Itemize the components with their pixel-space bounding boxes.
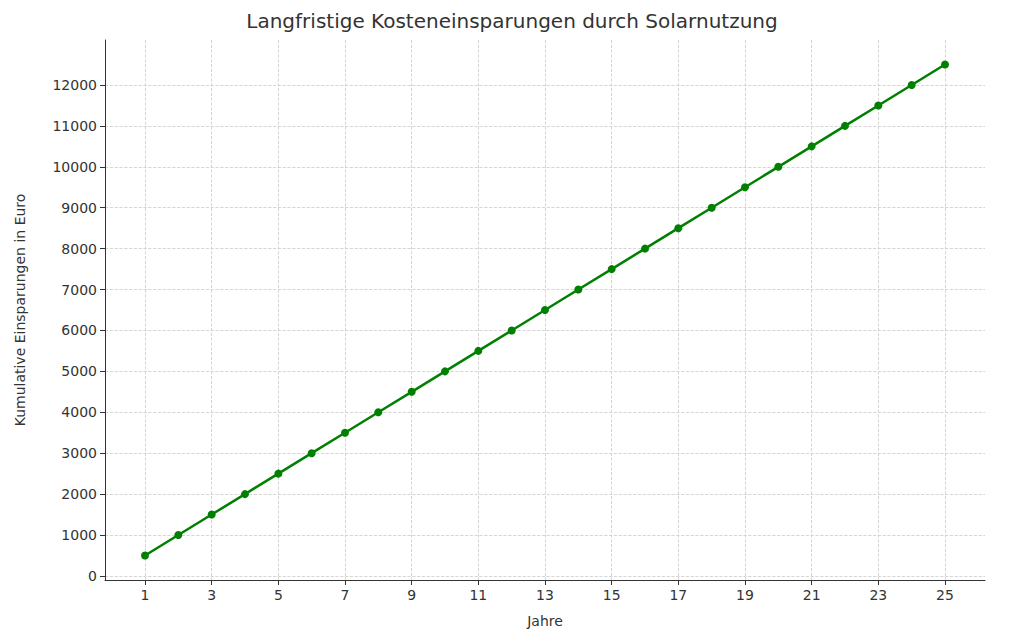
svg-text:7: 7 xyxy=(341,587,350,603)
svg-text:1000: 1000 xyxy=(61,527,97,543)
svg-text:9: 9 xyxy=(407,587,416,603)
svg-text:5: 5 xyxy=(274,587,283,603)
svg-text:19: 19 xyxy=(736,587,754,603)
svg-text:3: 3 xyxy=(207,587,216,603)
svg-text:10000: 10000 xyxy=(52,159,97,175)
svg-text:15: 15 xyxy=(603,587,621,603)
svg-text:8000: 8000 xyxy=(61,241,97,257)
svg-text:3000: 3000 xyxy=(61,445,97,461)
svg-text:1: 1 xyxy=(141,587,150,603)
svg-text:11000: 11000 xyxy=(52,118,97,134)
svg-text:Langfristige Kosteneinsparunge: Langfristige Kosteneinsparungen durch So… xyxy=(246,9,777,33)
svg-text:12000: 12000 xyxy=(52,77,97,93)
svg-text:17: 17 xyxy=(669,587,687,603)
svg-text:4000: 4000 xyxy=(61,404,97,420)
svg-text:2000: 2000 xyxy=(61,486,97,502)
svg-text:21: 21 xyxy=(803,587,821,603)
svg-text:6000: 6000 xyxy=(61,322,97,338)
svg-text:Kumulative Einsparungen in Eur: Kumulative Einsparungen in Euro xyxy=(12,194,28,427)
svg-text:Jahre: Jahre xyxy=(526,613,563,629)
svg-text:25: 25 xyxy=(936,587,954,603)
svg-text:13: 13 xyxy=(536,587,554,603)
svg-text:0: 0 xyxy=(88,568,97,584)
svg-text:7000: 7000 xyxy=(61,282,97,298)
svg-text:11: 11 xyxy=(469,587,487,603)
svg-text:5000: 5000 xyxy=(61,363,97,379)
svg-text:9000: 9000 xyxy=(61,200,97,216)
svg-text:23: 23 xyxy=(869,587,887,603)
